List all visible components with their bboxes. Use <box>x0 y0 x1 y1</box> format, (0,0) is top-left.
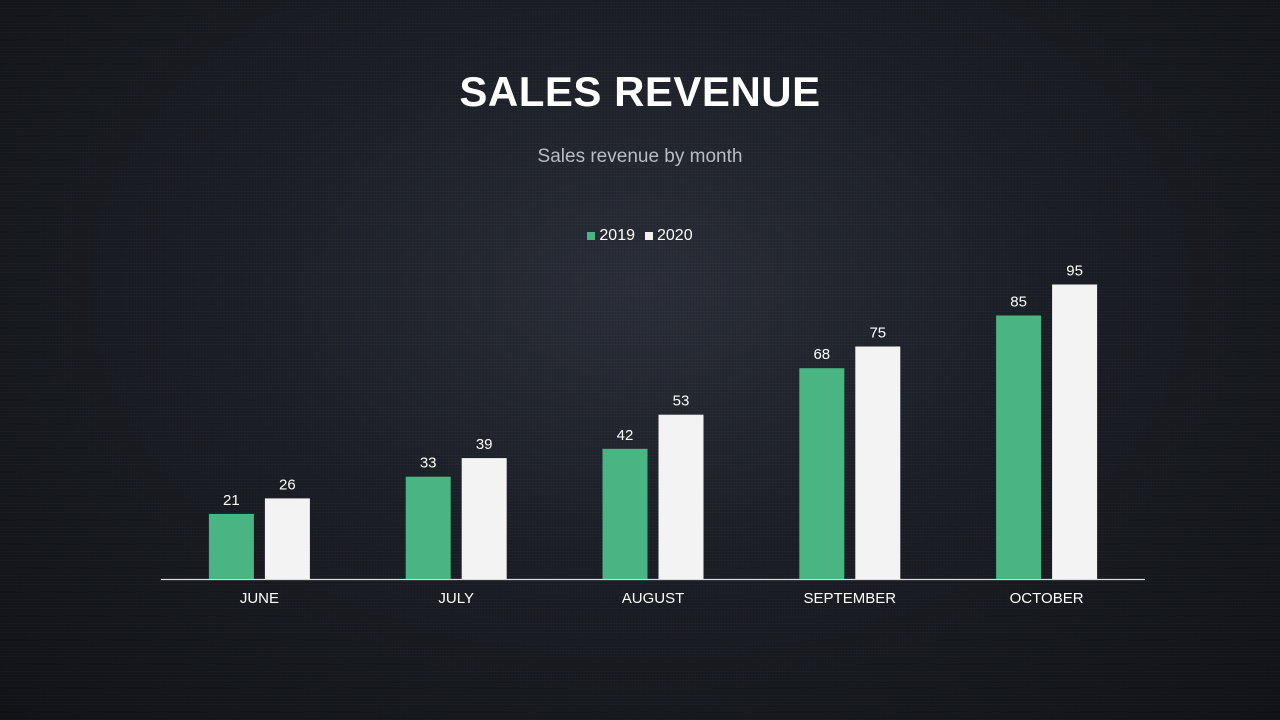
data-label-2019-september: 68 <box>813 346 830 363</box>
bar-2020-august <box>658 414 704 579</box>
bar-2019-october <box>996 315 1042 579</box>
bar-2019-june <box>208 513 254 579</box>
data-label-2020-june: 26 <box>279 476 296 493</box>
chart-subtitle: Sales revenue by month <box>537 146 743 167</box>
data-label-2020-september: 75 <box>869 325 886 342</box>
chart-title: SALES REVENUE <box>459 68 821 115</box>
legend-swatch-2020 <box>645 232 653 240</box>
legend-item-2019: 2019 <box>587 227 635 245</box>
legend-label-2020: 2020 <box>657 227 693 244</box>
x-tick-label-september: SEPTEMBER <box>804 590 897 607</box>
data-label-2019-july: 33 <box>420 455 437 472</box>
data-label-2019-june: 21 <box>223 492 240 509</box>
x-tick-label-june: JUNE <box>240 590 279 607</box>
bar-2020-october <box>1052 284 1098 579</box>
data-label-2019-october: 85 <box>1010 294 1027 311</box>
legend-item-2020: 2020 <box>645 227 693 245</box>
x-tick-label-august: AUGUST <box>622 590 685 607</box>
bar-2019-september <box>799 368 845 579</box>
bar-2020-september <box>855 346 901 579</box>
data-label-2020-july: 39 <box>476 436 493 453</box>
bar-2019-july <box>405 476 451 579</box>
legend-label-2019: 2019 <box>599 227 635 244</box>
bar-2019-august <box>602 448 648 579</box>
chart-legend: 2019 2020 <box>0 227 1280 245</box>
bar-2020-july <box>461 458 507 579</box>
data-label-2020-october: 95 <box>1066 263 1083 280</box>
bar-2020-june <box>264 498 310 579</box>
legend-swatch-2019 <box>587 232 596 240</box>
x-tick-label-july: JULY <box>438 590 474 607</box>
x-tick-label-october: OCTOBER <box>1010 590 1084 607</box>
data-label-2019-august: 42 <box>617 427 634 444</box>
data-label-2020-august: 53 <box>673 393 690 410</box>
